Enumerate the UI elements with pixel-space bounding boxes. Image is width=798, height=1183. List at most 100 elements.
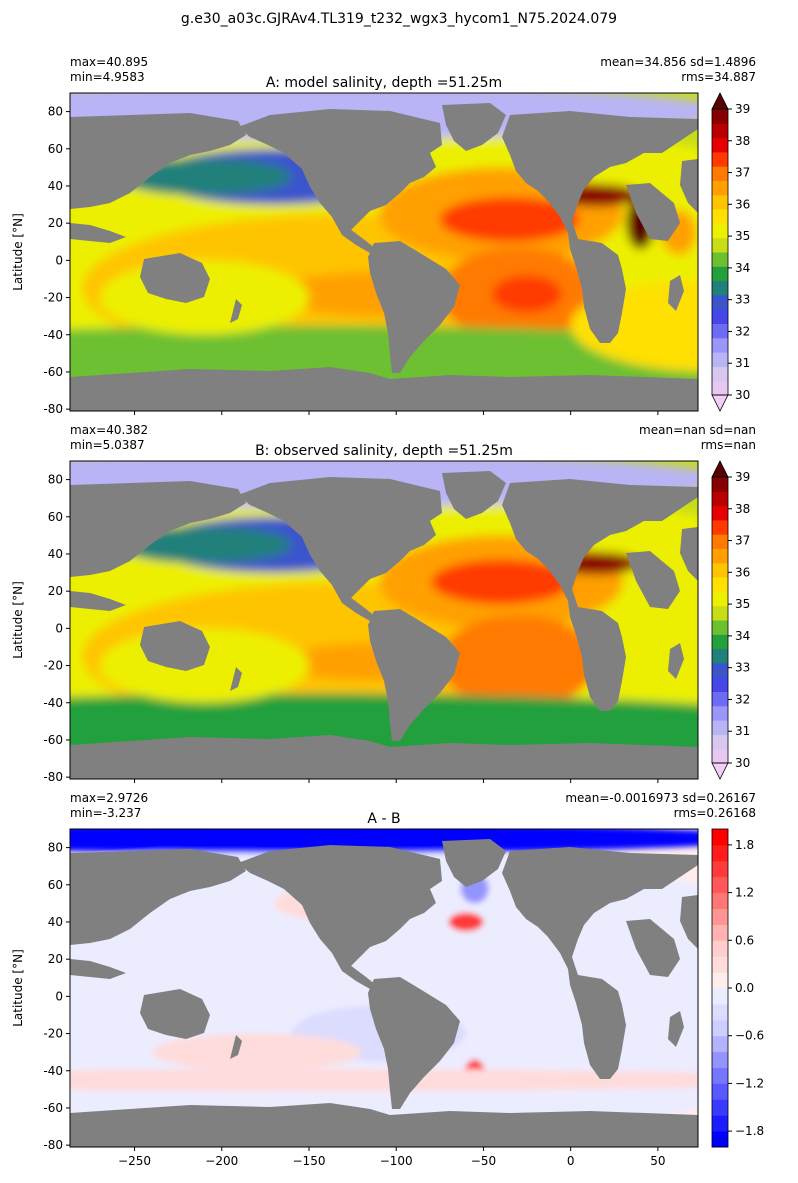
colorbar-tick-label: 0.0 <box>735 981 754 995</box>
colorbar-tick-label: 30 <box>735 388 750 402</box>
salinity-field <box>70 461 698 779</box>
colorbar-tick-label: 37 <box>735 534 750 548</box>
colorbar-step <box>712 734 728 750</box>
colorbar-step <box>712 577 728 592</box>
colorbar-step <box>712 748 728 764</box>
colorbar-step <box>712 924 728 941</box>
colorbar-tick-label: 36 <box>735 197 750 211</box>
colorbar-tick-label: 33 <box>735 661 750 675</box>
stats-right: mean=-0.0016973 sd=0.26167 <box>565 791 756 805</box>
y-tick-label: -80 <box>43 770 63 784</box>
colorbar-step <box>712 1131 728 1148</box>
colorbar-tick-label: 38 <box>735 502 750 516</box>
colorbar-step <box>712 1083 728 1100</box>
colorbar-tick-label: 36 <box>735 565 750 579</box>
colorbar-step <box>712 137 728 153</box>
stats-right: rms=0.26168 <box>674 806 756 820</box>
colorbar-step <box>712 209 728 224</box>
colorbar-step <box>712 266 728 282</box>
y-tick-label: 80 <box>48 841 63 855</box>
y-axis-label: Latitude [°N] <box>11 949 25 1027</box>
y-tick-label: 80 <box>48 473 63 487</box>
y-tick-label: -60 <box>43 365 63 379</box>
colorbar-step <box>712 548 728 564</box>
colorbar-step <box>712 505 728 521</box>
x-tick-label: 50 <box>650 1154 665 1168</box>
field-patch <box>431 559 571 605</box>
axes-frame <box>69 828 699 1148</box>
colorbar-extend-min <box>711 394 729 412</box>
stats-right: mean=nan sd=nan <box>639 423 756 437</box>
colorbar-extend-min <box>711 762 729 780</box>
x-tick-label: 0 <box>567 1154 575 1168</box>
colorbar-step <box>712 844 728 862</box>
stats-right: rms=nan <box>701 438 756 452</box>
colorbar-step <box>712 705 728 721</box>
colorbar-step <box>712 180 728 196</box>
colorbar-tick-label: 34 <box>735 629 750 643</box>
colorbar-step <box>712 605 728 621</box>
colorbar-tick-label: 38 <box>735 134 750 148</box>
y-tick-label: -60 <box>43 733 63 747</box>
y-tick-label: 60 <box>48 142 63 156</box>
colorbar-step <box>712 1051 728 1068</box>
colorbar-step <box>712 634 728 650</box>
y-tick-label: 40 <box>48 179 63 193</box>
colorbar-step <box>712 1099 728 1116</box>
y-tick-label: 0 <box>55 253 63 267</box>
salinity-field <box>70 829 698 1147</box>
colorbar-step <box>712 1115 728 1132</box>
y-tick-label: 0 <box>55 989 63 1003</box>
colorbar-step <box>712 237 728 253</box>
colorbar-step <box>712 337 728 353</box>
colorbar-step <box>712 380 728 396</box>
y-axis-label: Latitude [°N] <box>11 581 25 659</box>
y-tick-label: -80 <box>43 402 63 416</box>
y-tick-label: -80 <box>43 1138 63 1152</box>
colorbar-step <box>712 648 728 664</box>
panel-title: A: model salinity, depth =51.25m <box>266 75 502 91</box>
x-tick-label: −50 <box>471 1154 496 1168</box>
stats-left: max=40.895 <box>70 55 148 69</box>
colorbar-tick-label: −1.2 <box>735 1076 764 1090</box>
colorbar-tick-label: 33 <box>735 293 750 307</box>
stats-left: min=5.0387 <box>70 438 145 452</box>
stats-right: mean=34.856 sd=1.4896 <box>600 55 756 69</box>
colorbar-step <box>712 477 728 492</box>
x-tick-label: −250 <box>118 1154 151 1168</box>
colorbar-step <box>712 123 728 139</box>
colorbar-step <box>712 534 728 549</box>
field-patch <box>151 1033 362 1071</box>
colorbar-step <box>712 908 728 925</box>
y-tick-label: -60 <box>43 1101 63 1115</box>
colorbar-tick-label: 0.6 <box>735 933 754 947</box>
y-tick-label: -40 <box>43 696 63 710</box>
colorbar-tick-label: 32 <box>735 324 750 338</box>
y-tick-label: -20 <box>43 291 63 305</box>
colorbar-step <box>712 352 728 367</box>
y-tick-label: 20 <box>48 584 63 598</box>
colorbar-step <box>712 491 728 507</box>
colorbar-step <box>712 194 728 210</box>
y-tick-label: 40 <box>48 547 63 561</box>
colorbar-step <box>712 519 728 535</box>
colorbar-step <box>712 972 728 989</box>
colorbar: 30 31 32 33 34 35 36 37 38 39 <box>711 460 750 780</box>
colorbar-step <box>712 662 728 678</box>
colorbar-step <box>712 677 728 692</box>
stats-left: min=4.9583 <box>70 70 145 84</box>
colorbar-tick-label: 35 <box>735 597 750 611</box>
colorbar-tick-label: 30 <box>735 756 750 770</box>
colorbar-tick-label: 1.2 <box>735 886 754 900</box>
stats-left: max=2.9726 <box>70 791 148 805</box>
colorbar-tick-label: 34 <box>735 261 750 275</box>
colorbar-step <box>712 1019 728 1037</box>
colorbar: 30 31 32 33 34 35 36 37 38 39 <box>711 92 750 412</box>
x-tick-label: −100 <box>380 1154 413 1168</box>
colorbar-step <box>712 720 728 735</box>
colorbar-step <box>712 860 728 878</box>
colorbar-step <box>712 1003 728 1021</box>
colorbar-step <box>712 323 728 339</box>
colorbar-step <box>712 109 728 124</box>
